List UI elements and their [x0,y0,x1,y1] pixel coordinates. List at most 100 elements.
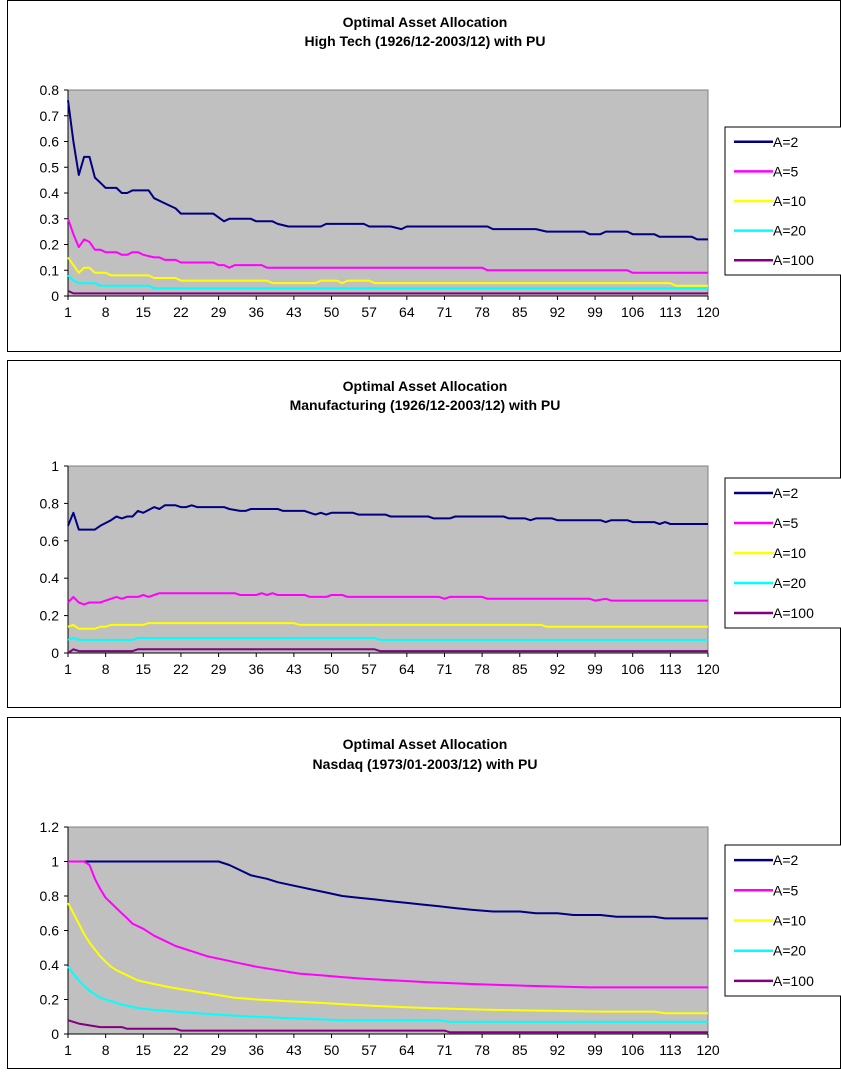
x-tick-label: 78 [474,661,490,677]
y-tick-label: 0.8 [40,82,60,98]
chart-title: Optimal Asset Allocation [343,736,508,752]
x-tick-label: 99 [587,1042,603,1058]
series-line-a-10 [67,256,708,287]
x-tick-label: 113 [659,1042,682,1058]
y-tick-label: 0.5 [40,159,60,175]
legend-label: A=20 [773,575,806,591]
series-line-a-2 [67,504,708,531]
x-tick-label: 8 [102,304,110,320]
chart-subtitle: Manufacturing (1926/12-2003/12) with PU [290,397,561,413]
legend-label: A=5 [773,163,799,179]
series-line-a-100 [67,1019,708,1034]
chart-nasdaq: Optimal Asset Allocation Nasdaq (1973/01-… [7,717,841,1069]
legend-label: A=20 [773,223,806,239]
plot-area [67,465,709,654]
legend-label: A=20 [773,943,806,959]
x-tick-label: 1 [64,304,72,320]
x-tick-label: 1 [64,661,72,677]
y-tick-label: 1.2 [40,819,60,835]
x-tick-label: 99 [587,661,603,677]
x-tick-label: 106 [621,304,645,320]
x-tick-label: 29 [211,1042,227,1058]
series-line-a-20 [67,966,708,1023]
x-tick-label: 92 [550,304,566,320]
x-tick-label: 36 [248,304,264,320]
x-tick-label: 43 [286,1042,302,1058]
y-tick-label: 0.6 [40,134,60,150]
chart-title: Optimal Asset Allocation [343,14,508,30]
x-tick-label: 15 [136,1042,152,1058]
legend-label: A=5 [773,515,799,531]
legend-label: A=100 [773,605,814,621]
plot-area [67,89,709,297]
x-tick-label: 22 [173,661,189,677]
legend-label: A=10 [773,193,806,209]
x-tick-label: 15 [136,304,152,320]
series-line-a-5 [67,218,708,274]
y-tick-label: 0.4 [40,185,60,201]
series-line-a-5 [68,860,708,989]
x-tick-label: 8 [102,661,110,677]
series-line-a-20 [67,274,708,290]
chart-svg: Optimal Asset Allocation High Tech (1926/… [40,14,841,320]
legend-label: A=2 [773,485,799,501]
x-tick-label: 8 [102,1042,110,1058]
x-tick-label: 85 [512,661,528,677]
y-tick-label: 1 [51,854,59,870]
x-tick-label: 22 [173,304,189,320]
x-tick-label: 106 [621,661,645,677]
x-tick-label: 36 [248,661,264,677]
series-line-a-100 [67,648,708,654]
legend-label: A=100 [773,252,814,268]
series-line-a-5 [67,592,708,606]
series-line-a-20 [67,637,708,641]
x-tick-label: 120 [696,661,720,677]
legend-label: A=100 [773,973,814,989]
chart-title: Optimal Asset Allocation [343,378,508,394]
chart-svg: Optimal Asset Allocation Manufacturing (1… [40,378,841,677]
x-tick-label: 92 [550,1042,566,1058]
series-line-a-10 [67,622,708,630]
x-tick-label: 36 [248,1042,264,1058]
y-tick-label: 0.2 [40,237,60,253]
y-tick-label: 0.8 [40,495,60,511]
x-tick-label: 43 [286,661,302,677]
x-tick-label: 85 [512,304,528,320]
x-tick-label: 50 [324,661,340,677]
x-tick-label: 64 [399,661,415,677]
y-tick-label: 0.6 [40,923,60,939]
x-tick-label: 57 [361,661,377,677]
y-tick-label: 0.6 [40,533,60,549]
x-tick-label: 113 [659,661,682,677]
x-tick-label: 57 [361,304,377,320]
legend-label: A=2 [773,852,799,868]
y-tick-label: 0 [51,1026,59,1042]
y-tick-label: 0.8 [40,888,60,904]
x-tick-label: 120 [696,304,720,320]
x-tick-label: 50 [324,304,340,320]
legend-label: A=5 [773,882,799,898]
legend-label: A=10 [773,545,806,561]
y-tick-label: 1 [51,458,59,474]
y-tick-label: 0.1 [40,262,60,278]
x-tick-label: 43 [286,304,302,320]
x-tick-label: 1 [64,1042,72,1058]
x-tick-label: 57 [361,1042,377,1058]
y-tick-label: 0.2 [40,608,60,624]
x-tick-label: 71 [437,661,453,677]
x-tick-label: 15 [136,661,152,677]
series-line-a-10 [67,902,708,1015]
legend-label: A=2 [773,134,799,150]
x-tick-label: 29 [211,304,227,320]
x-tick-label: 78 [474,304,490,320]
x-tick-label: 29 [211,661,227,677]
chart-subtitle: High Tech (1926/12-2003/12) with PU [305,33,546,49]
chart-high-tech: Optimal Asset Allocation High Tech (1926/… [7,0,841,352]
x-tick-label: 99 [587,304,603,320]
x-tick-label: 64 [399,1042,415,1058]
y-tick-label: 0 [51,645,59,661]
y-tick-label: 0.7 [40,108,60,124]
x-tick-label: 71 [437,304,453,320]
plot-area [67,826,709,1035]
chart-subtitle: Nasdaq (1973/01-2003/12) with PU [313,756,538,772]
